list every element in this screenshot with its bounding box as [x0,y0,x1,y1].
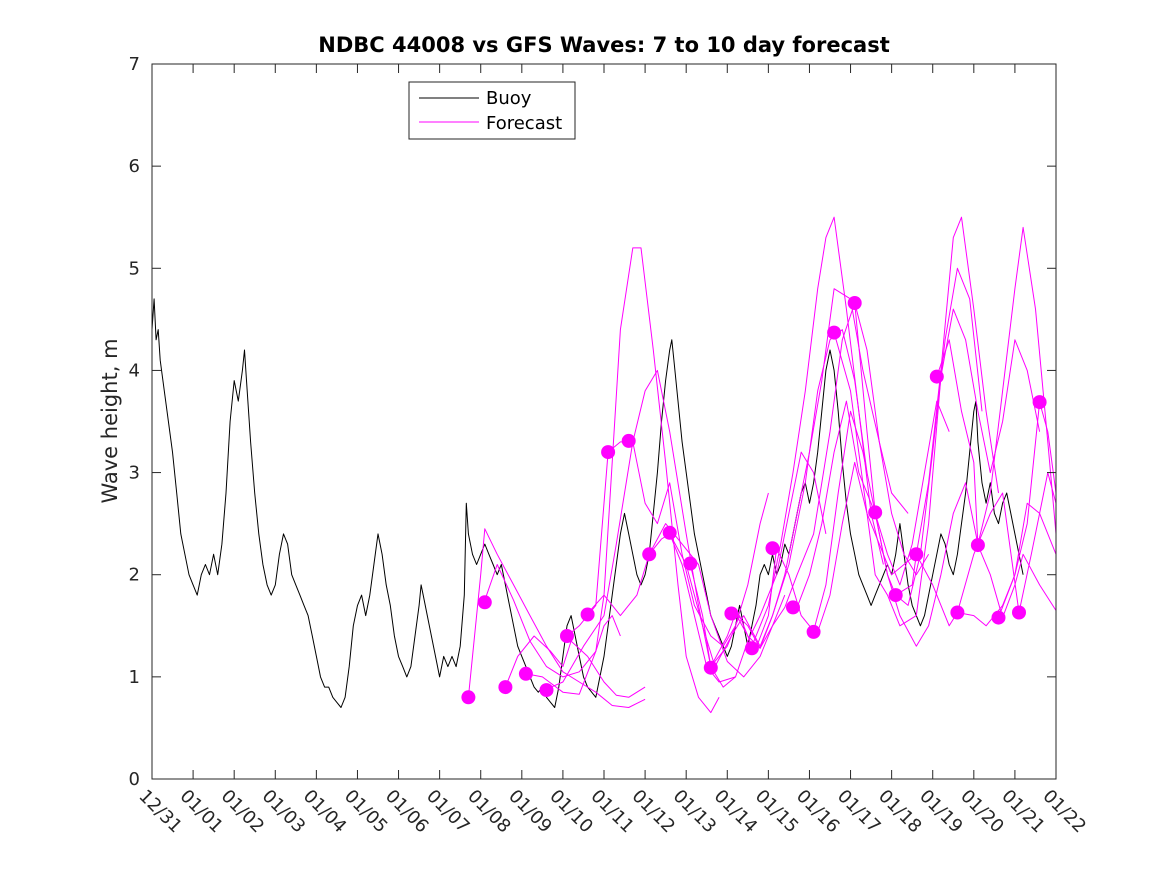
forecast-start-marker-12 [703,660,718,675]
y-tick-label-0: 0 [129,769,140,790]
marker-layer [461,296,1047,705]
forecast-start-marker-25 [970,538,985,553]
forecast-start-marker-17 [806,624,821,639]
forecast-start-marker-10 [662,525,677,540]
forecast-series-line-13 [755,400,950,649]
forecast-series-line-4 [525,247,720,714]
y-tick-label-7: 7 [129,54,140,75]
legend-label-buoy: Buoy [486,88,532,109]
forecast-start-marker-16 [786,600,800,615]
forecast-start-marker-1 [477,595,492,610]
forecast-start-marker-22 [909,547,924,562]
forecast-start-marker-8 [621,433,636,448]
legend: Buoy Forecast [408,81,576,140]
chart-title: NDBC 44008 vs GFS Waves: 7 to 10 day for… [318,33,889,57]
forecast-start-marker-3 [518,666,533,681]
legend-box [408,81,576,140]
forecast-start-marker-4 [539,683,554,698]
forecast-start-marker-15 [765,541,780,556]
forecast-series-line-7 [587,523,786,678]
y-tick-label-6: 6 [129,156,140,177]
forecast-start-marker-24 [950,605,965,620]
forecast-start-marker-27 [1012,605,1026,620]
plot-area [152,64,1056,779]
y-tick-label-5: 5 [129,258,140,279]
y-axis: 0 1 2 3 4 5 6 7 [129,54,1056,790]
legend-label-forecast: Forecast [486,113,562,134]
forecast-start-marker-20 [868,505,883,520]
y-tick-label-1: 1 [129,667,140,688]
forecast-series-line-2 [484,564,621,678]
forecast-series-line-1 [467,528,646,708]
forecast-series-line-11 [710,288,909,667]
forecast-start-marker-23 [929,369,944,384]
y-tick-label-3: 3 [129,463,140,484]
forecast-start-marker-28 [1032,395,1047,410]
forecast-start-marker-19 [847,296,862,310]
forecast-series-line-21 [998,401,1057,618]
forecast-start-marker-2 [498,680,513,695]
y-tick-label-2: 2 [129,565,140,586]
forecast-start-marker-21 [888,588,903,603]
forecast-start-marker-14 [744,641,759,656]
forecast-series-line-8 [648,451,827,683]
forecast-start-marker-7 [601,445,616,460]
forecast-series-line-17 [854,226,1057,647]
forecast-series-line-19 [936,339,1057,619]
forecast-series-line-14 [796,267,983,608]
forecast-start-marker-13 [724,606,739,621]
forecast-start-marker-11 [683,556,698,571]
y-tick-label-4: 4 [129,360,140,381]
forecast-start-marker-18 [827,325,842,340]
forecast-start-marker-26 [991,610,1006,625]
y-axis-label: Wave height, m [98,338,122,503]
forecast-start-marker-9 [642,547,657,562]
forecast-series-line-6 [566,441,769,647]
forecast-start-marker-5 [560,629,574,643]
forecast-series-line-15 [817,216,999,633]
forecast-series-line-12 [735,302,930,649]
buoy-series-line [151,298,1024,708]
forecast-start-marker-6 [580,607,595,622]
forecast-start-marker-0 [461,690,476,705]
series-layer [151,216,1057,714]
forecast-series-line-10 [689,216,884,668]
